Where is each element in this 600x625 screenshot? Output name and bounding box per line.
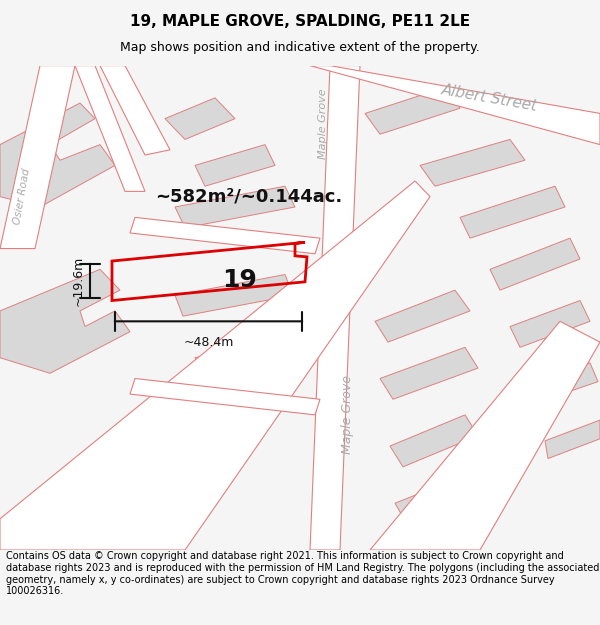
Text: Maple Grove: Maple Grove <box>318 89 328 159</box>
Text: Map shows position and indicative extent of the property.: Map shows position and indicative extent… <box>120 41 480 54</box>
Polygon shape <box>310 66 360 550</box>
Text: 19, MAPLE GROVE, SPALDING, PE11 2LE: 19, MAPLE GROVE, SPALDING, PE11 2LE <box>130 14 470 29</box>
Polygon shape <box>0 66 75 249</box>
Text: Albert Street: Albert Street <box>441 82 539 114</box>
Polygon shape <box>130 379 320 415</box>
Polygon shape <box>380 348 478 399</box>
Polygon shape <box>0 103 115 207</box>
Polygon shape <box>365 88 460 134</box>
Polygon shape <box>390 415 478 467</box>
Polygon shape <box>310 66 600 144</box>
Text: ~48.4m: ~48.4m <box>184 336 233 349</box>
Text: 19: 19 <box>223 268 257 292</box>
Text: Maple Grove: Maple Grove <box>341 376 355 454</box>
Polygon shape <box>100 66 170 155</box>
Polygon shape <box>395 478 472 524</box>
Polygon shape <box>420 139 525 186</box>
Text: ~582m²/~0.144ac.: ~582m²/~0.144ac. <box>155 188 342 206</box>
Polygon shape <box>175 186 295 228</box>
Text: Contains OS data © Crown copyright and database right 2021. This information is : Contains OS data © Crown copyright and d… <box>6 551 599 596</box>
Text: ~19.6m: ~19.6m <box>72 256 85 306</box>
Polygon shape <box>545 420 600 459</box>
Polygon shape <box>490 238 580 290</box>
Polygon shape <box>0 181 430 550</box>
Polygon shape <box>75 66 145 191</box>
Polygon shape <box>370 321 600 550</box>
Polygon shape <box>195 144 275 186</box>
Polygon shape <box>165 98 235 139</box>
Polygon shape <box>375 290 470 342</box>
Polygon shape <box>195 337 303 379</box>
Polygon shape <box>510 301 590 348</box>
Polygon shape <box>130 217 320 254</box>
Polygon shape <box>175 274 293 316</box>
Polygon shape <box>530 363 598 403</box>
Text: Osier Road: Osier Road <box>12 168 32 226</box>
Polygon shape <box>0 269 130 373</box>
Polygon shape <box>460 186 565 238</box>
